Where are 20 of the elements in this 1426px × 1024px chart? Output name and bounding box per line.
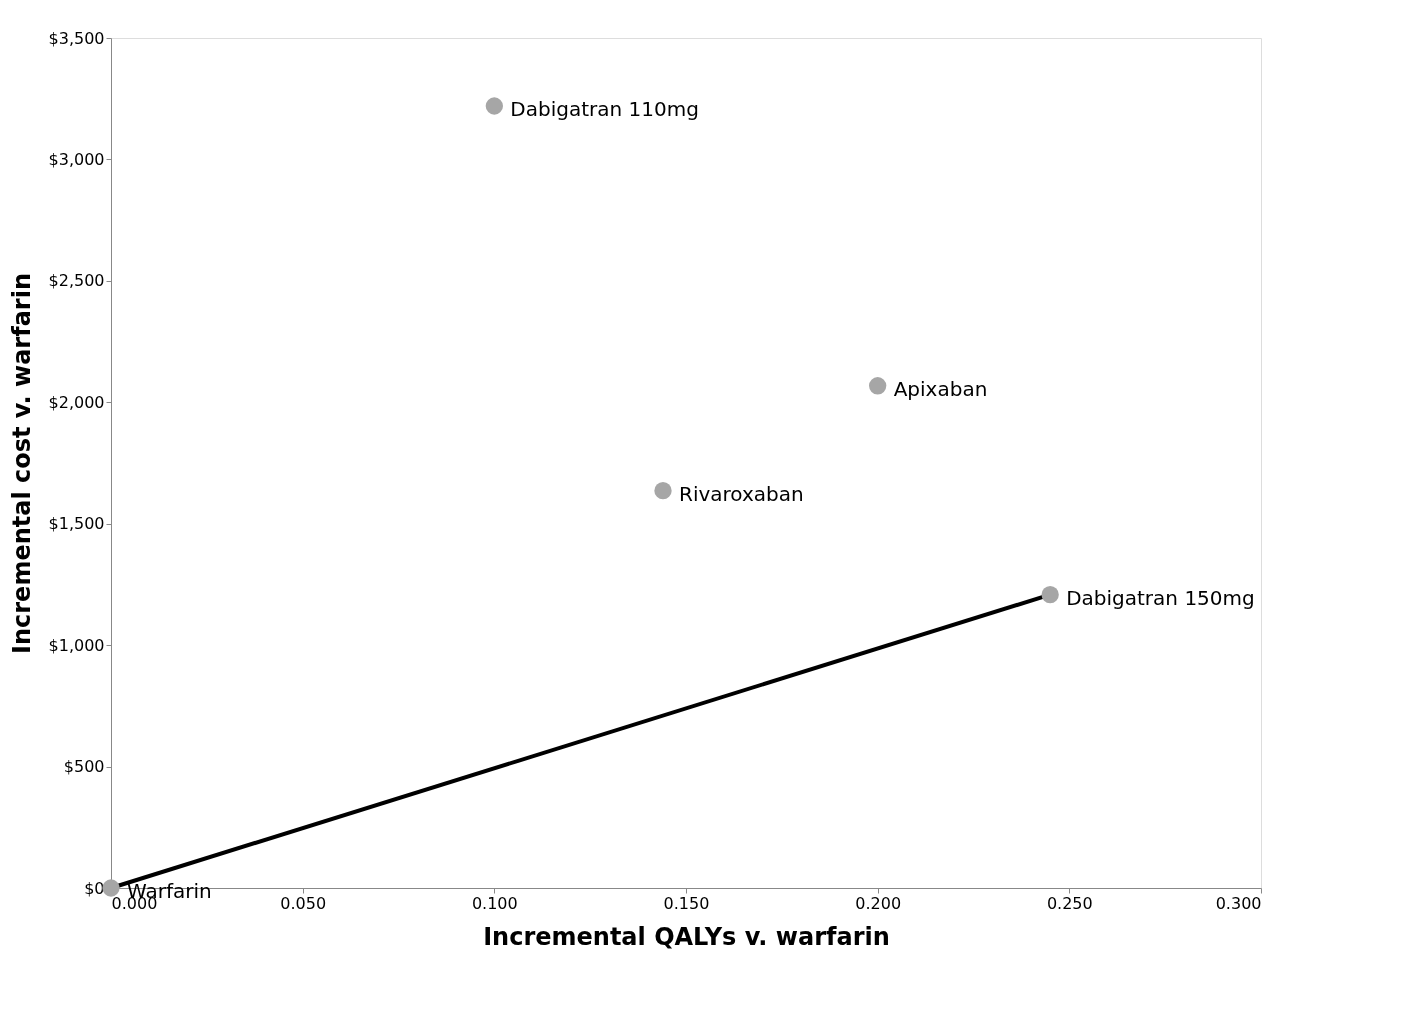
x-tick-label: 0.050 [280, 893, 327, 913]
y-tick-label: $0 [84, 878, 105, 898]
y-tick-label: $2,500 [48, 271, 105, 291]
y-tick-label: $500 [63, 757, 105, 777]
x-axis-title: Incremental QALYs v. warfarin [483, 922, 890, 951]
annotation: Dabigatran 110mg [510, 97, 699, 121]
y-tick-label: $1,000 [48, 635, 105, 655]
y-tick-label: $3,500 [48, 28, 105, 48]
x-tick-label: 0.100 [471, 893, 518, 913]
y-tick-label: $2,000 [48, 392, 105, 412]
y-axis-title: Incremental cost v. warfarin [7, 273, 36, 654]
x-tick-label: 0.200 [855, 893, 902, 913]
x-tick-label: 0.250 [1046, 893, 1093, 913]
annotation: Dabigatran 150mg [1066, 585, 1255, 610]
y-tick-label: $1,500 [48, 514, 105, 534]
x-tick-label: 0.150 [663, 893, 710, 913]
annotation: Rivaroxaban [679, 481, 804, 506]
annotation: Apixaban [893, 376, 988, 401]
x-tick-label: 0.300 [1215, 893, 1262, 913]
y-tick-label: $3,000 [48, 149, 105, 169]
